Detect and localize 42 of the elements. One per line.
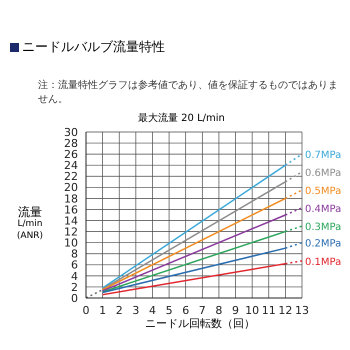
x-tick-label: 7 (198, 304, 206, 317)
series-label: 0.1MPa (305, 256, 342, 268)
y-tick-label: 16 (64, 203, 78, 216)
y-tick-label: 26 (64, 148, 78, 162)
y-tick-label: 10 (64, 236, 78, 250)
series-label: 0.2MPa (305, 238, 342, 250)
y-tick-label: 2 (71, 280, 78, 294)
y-tick-label: 28 (64, 136, 78, 150)
y-tick-label: 8 (71, 248, 78, 261)
series-label: 0.6MPa (305, 168, 342, 179)
x-tick-label: 6 (182, 304, 190, 317)
x-tick-label: 0 (82, 304, 90, 317)
y-tick-label: 4 (71, 270, 78, 283)
y-tick-label: 12 (64, 226, 78, 239)
x-tick-label: 2 (116, 304, 123, 317)
chart-title: ニードルバルブ流量特性 (22, 39, 165, 56)
y-tick-label: 6 (71, 258, 78, 272)
series-label: 0.4MPa (305, 204, 342, 215)
y-axis-title: 流量 L/min (ANR) (16, 205, 44, 242)
y-tick-label: 24 (64, 159, 78, 172)
x-tick-label: 13 (295, 304, 309, 317)
x-tick-label: 5 (166, 304, 173, 317)
x-tick-label: 10 (245, 304, 260, 317)
x-tick-label: 1 (99, 304, 106, 317)
x-axis-title: ニードル回転数（回） (144, 316, 256, 331)
text: 0.7MPa (305, 150, 342, 162)
x-tick-label: 12 (278, 304, 292, 317)
x-tick-label: 11 (262, 304, 276, 317)
series-label: 0.3MPa (305, 222, 342, 234)
x-tick-label: 8 (215, 304, 222, 317)
y-tick-label: 18 (64, 192, 78, 206)
series-label: 0.5MPa (305, 186, 342, 198)
text: 注：流量特性グラフは参考値であり、値を保証するものではありません。 (38, 78, 338, 106)
y-tick-label: 30 (64, 126, 78, 139)
x-tick-label: 4 (148, 304, 156, 317)
chart-subtitle: 最大流量 20 L/min (138, 112, 225, 125)
y-tick-label: 0 (71, 292, 78, 305)
x-tick-label: 9 (232, 304, 240, 317)
y-tick-label: 22 (64, 170, 78, 184)
y-tick-label: 14 (64, 214, 78, 228)
x-tick-label: 3 (132, 304, 140, 317)
y-tick-label: 20 (64, 181, 78, 194)
